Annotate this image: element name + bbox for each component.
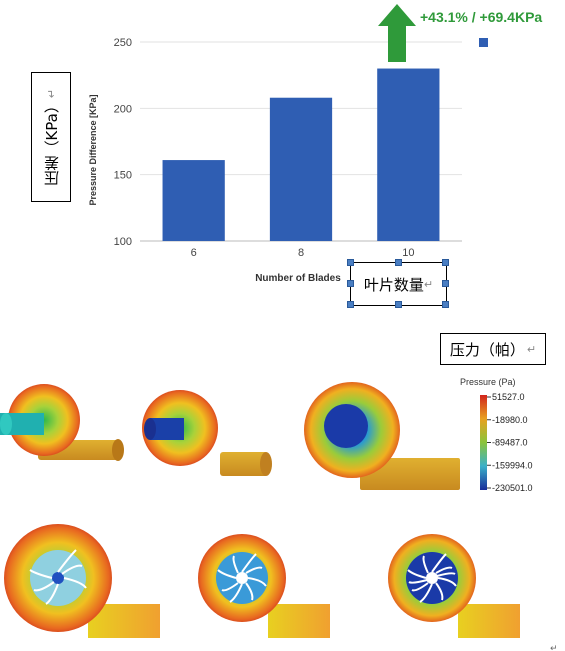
impeller-blades-6 [29, 549, 87, 605]
x-tick-label: 10 [402, 247, 414, 259]
resize-handle-br[interactable] [442, 301, 449, 308]
return-mark: ↵ [44, 88, 58, 98]
impeller-blades-8 [217, 553, 267, 603]
colorbar-tick-label: 51527.0 [492, 392, 525, 402]
colorbar-title: Pressure (Pa) [460, 377, 516, 387]
pressure-colorbar: Pressure (Pa) 51527.0 -18980.0 -89487.0 -15… [460, 377, 533, 493]
colorbar-tick-label: -230501.0 [492, 483, 533, 493]
y-axis-label: Pressure Difference [KPa] [88, 94, 98, 205]
return-mark: ↵ [423, 277, 434, 291]
pump-3d-6-blades [0, 384, 124, 461]
resize-handle-tm[interactable] [395, 259, 402, 266]
resize-handle-tl[interactable] [347, 259, 354, 266]
chart-bars [162, 68, 440, 242]
return-mark: ↵ [550, 643, 558, 651]
bar-chart: 100 150 200 250 6 8 10 Pressure Difference [K… [88, 4, 542, 284]
pressure-cn-box[interactable]: 压力（帕） ↵ [440, 333, 546, 365]
pump-3d-10-blades [304, 382, 460, 490]
xlabel-cn-box[interactable]: 叶片数量 ↵ [350, 262, 447, 306]
colorbar-tick-label: -159994.0 [492, 460, 533, 470]
impeller-blades-10 [407, 553, 457, 603]
resize-handle-tr[interactable] [442, 259, 449, 266]
increase-arrow-icon [378, 4, 416, 62]
x-axis-label: Number of Blades [255, 273, 341, 284]
x-tick-label: 8 [298, 247, 304, 259]
colorbar-ticks: 51527.0 -18980.0 -89487.0 -159994.0 -230501.… [487, 392, 533, 493]
simulation-images: Pressure (Pa) 51527.0 -18980.0 -89487.0 -15… [0, 377, 558, 651]
resize-handle-ml[interactable] [347, 280, 354, 287]
x-tick-labels: 6 8 10 [191, 247, 415, 259]
y-tick-label: 250 [114, 37, 132, 49]
impeller-section-8-blades [198, 534, 330, 638]
increase-annotation: +43.1% / +69.4KPa [420, 9, 542, 25]
impeller-section-10-blades [388, 534, 520, 638]
impeller-section-6-blades [4, 524, 160, 638]
resize-handle-bl[interactable] [347, 301, 354, 308]
y-tick-label: 150 [114, 170, 132, 182]
resize-handle-bm[interactable] [395, 301, 402, 308]
return-mark: ↵ [526, 342, 537, 356]
colorbar-tick-label: -18980.0 [492, 415, 528, 425]
x-tick-label: 6 [191, 247, 197, 259]
bar-10 [377, 68, 440, 242]
y-tick-label: 100 [114, 236, 132, 248]
colorbar-tick-label: -89487.0 [492, 438, 528, 448]
y-tick-labels: 100 150 200 250 [114, 37, 132, 248]
y-tick-label: 200 [114, 103, 132, 115]
ylabel-cn-box[interactable]: 压差（KPa）↵ [31, 72, 71, 202]
xlabel-cn-text: 叶片数量 [363, 275, 424, 294]
bar-6 [162, 160, 225, 241]
resize-handle-mr[interactable] [442, 280, 449, 287]
pressure-cn-text: 压力（帕） [449, 340, 525, 359]
legend-swatch [479, 38, 488, 47]
pump-3d-8-blades [142, 390, 272, 476]
bar-8 [269, 97, 333, 241]
ylabel-cn-text: 压差（KPa） [42, 97, 61, 186]
